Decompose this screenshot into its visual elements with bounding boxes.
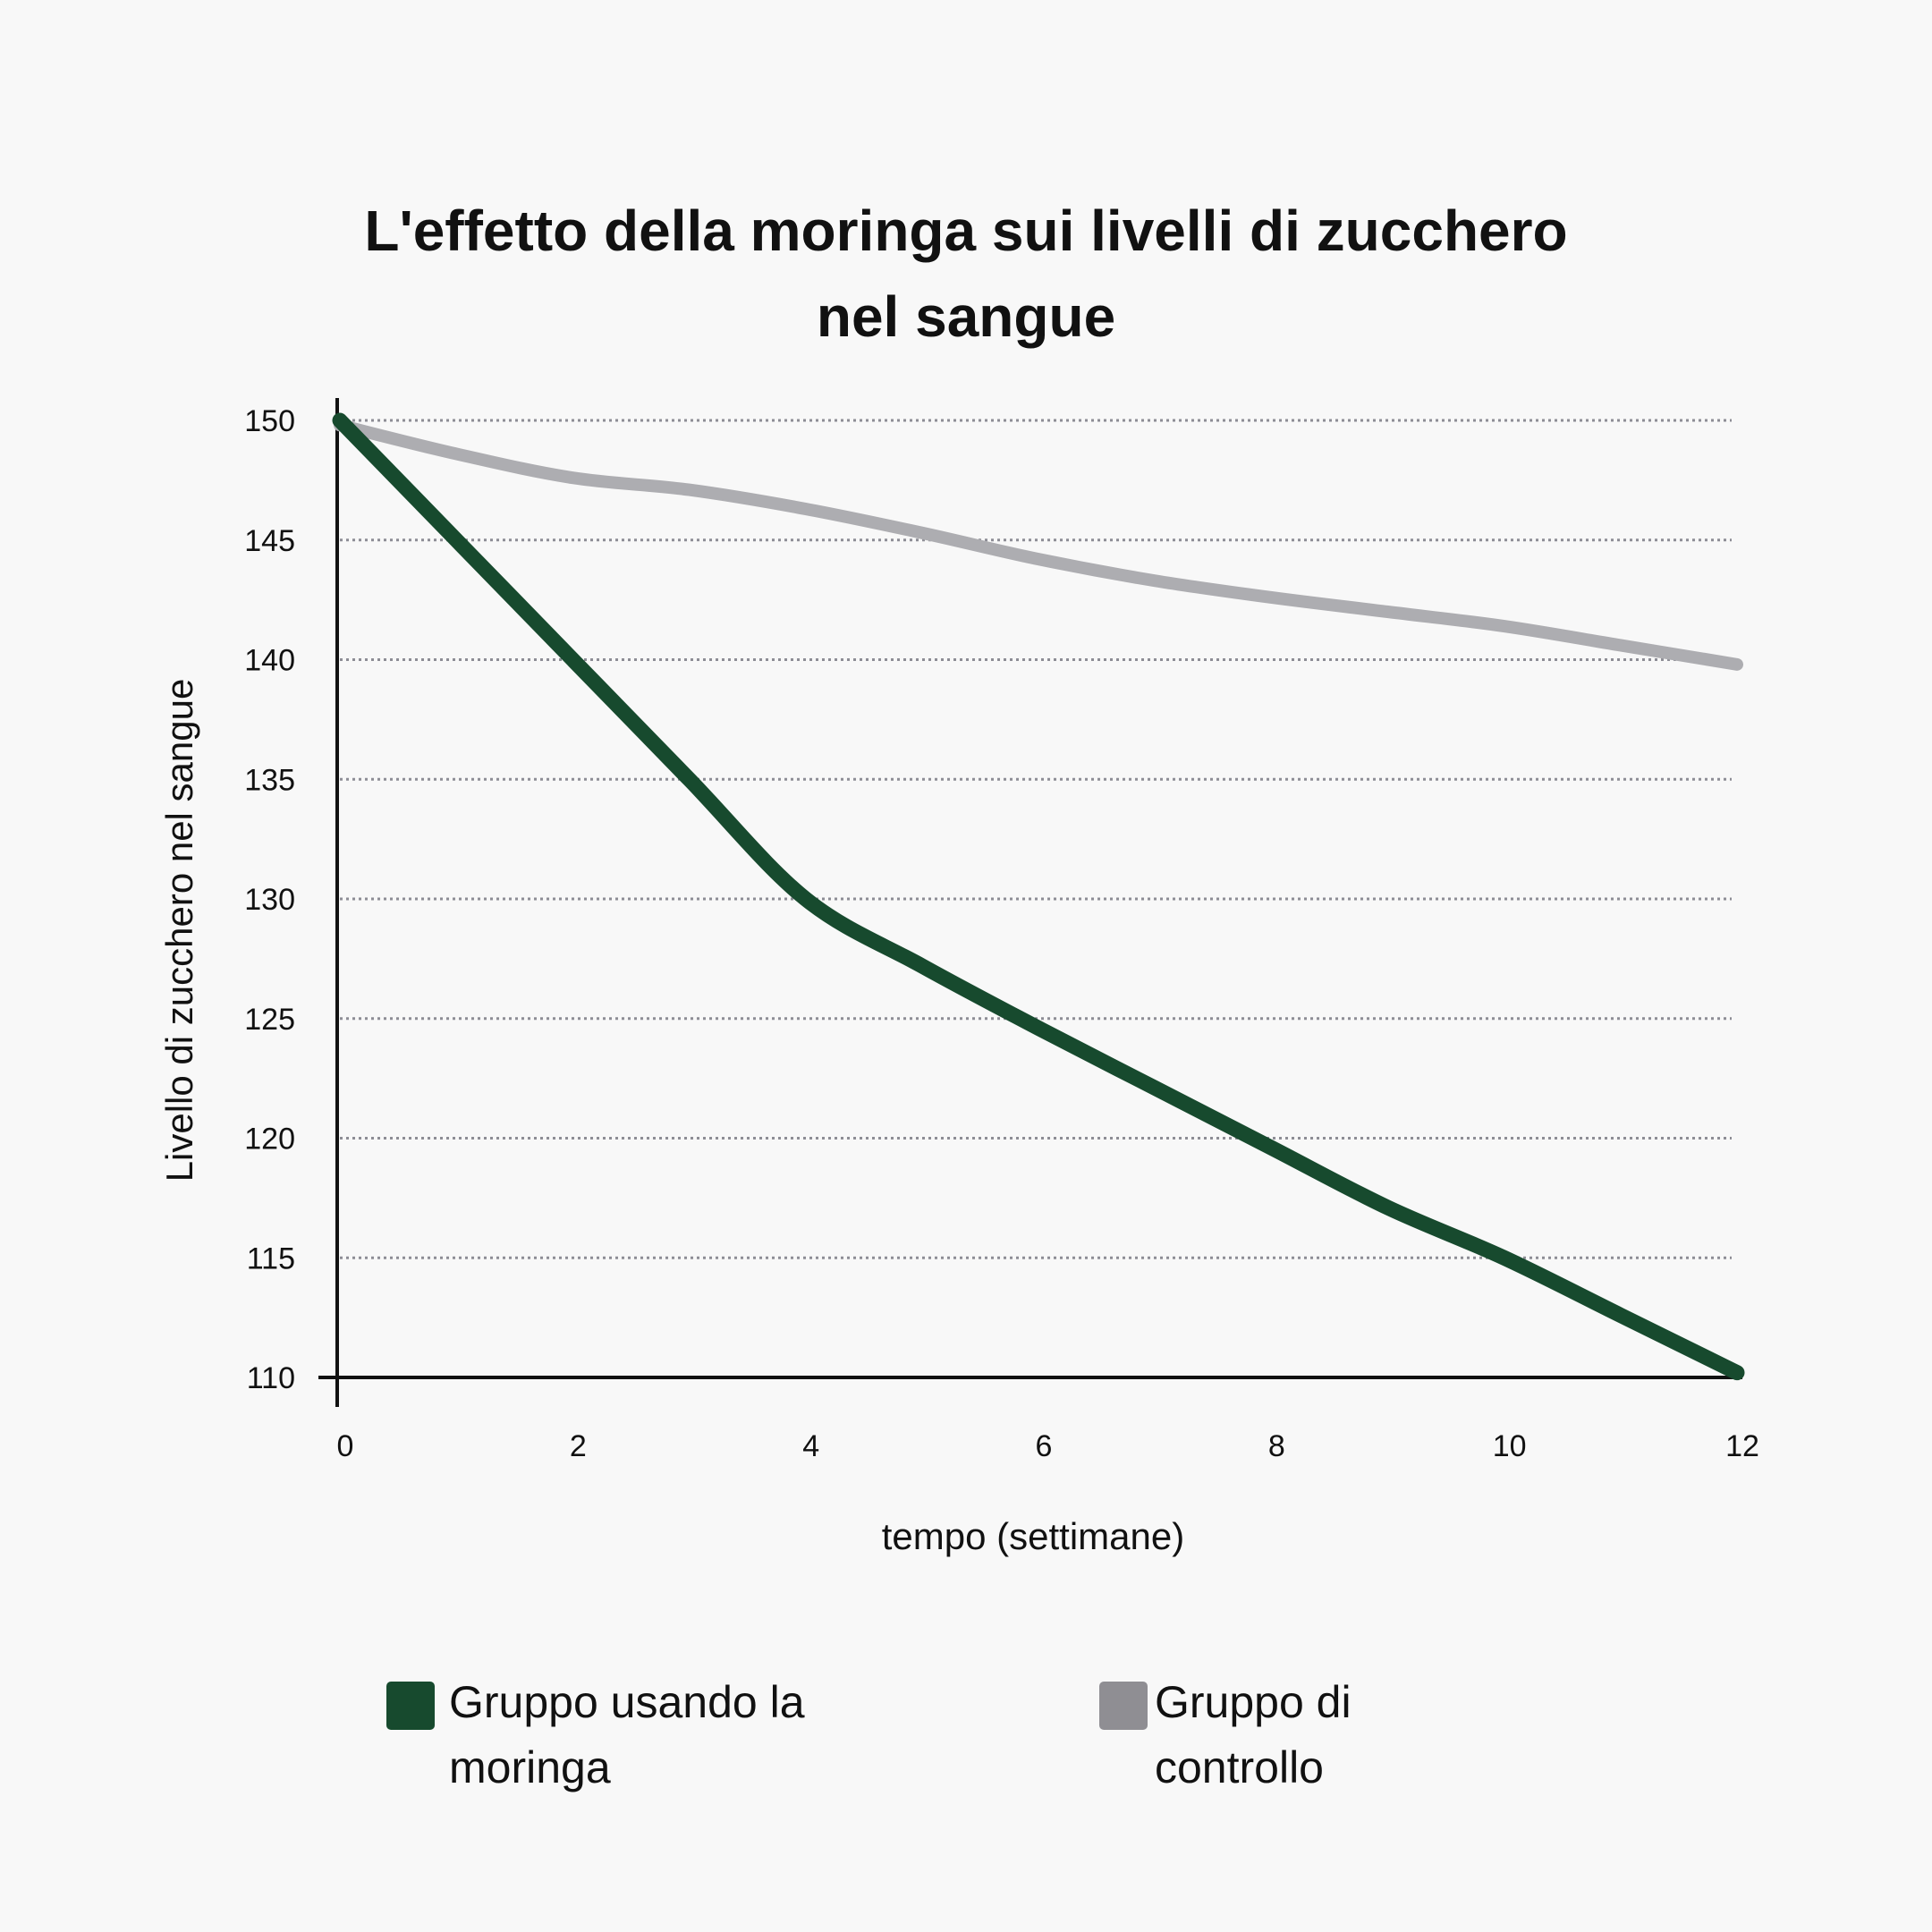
series-line-moringa — [332, 412, 1745, 1381]
x-tick-label-6: 6 — [1036, 1429, 1053, 1463]
x-axis-label: tempo (settimane) — [882, 1515, 1184, 1557]
y-axis-label: Livello di zucchero nel sangue — [158, 679, 200, 1182]
y-tick-label-145: 145 — [244, 524, 295, 558]
y-axis-ticks: 150 145 140 135 130 125 120 115 110 — [244, 404, 295, 1395]
y-tick-label-115: 115 — [247, 1241, 295, 1275]
gridlines — [340, 419, 1732, 1259]
legend-swatch-controllo — [1099, 1682, 1148, 1730]
x-tick-label-2: 2 — [570, 1429, 587, 1463]
x-tick-label-4: 4 — [802, 1429, 819, 1463]
y-tick-label-130: 130 — [244, 883, 295, 917]
y-tick-label-150: 150 — [244, 404, 295, 438]
y-tick-label-110: 110 — [247, 1361, 295, 1395]
legend-label-moringa-line-1: Gruppo usando la — [449, 1677, 805, 1727]
y-tick-label-120: 120 — [244, 1123, 295, 1157]
x-tick-label-12: 12 — [1725, 1429, 1759, 1463]
chart-title-line-2: nel sangue — [817, 284, 1115, 349]
x-tick-label-10: 10 — [1493, 1429, 1527, 1463]
chart-title-line-1: L'effetto della moringa sui livelli di z… — [364, 199, 1567, 263]
y-tick-label-140: 140 — [244, 644, 295, 678]
series-line-controllo — [334, 419, 1743, 671]
legend-label-moringa-line-2: moringa — [449, 1742, 611, 1792]
legend-item-controllo: Gruppo di controllo — [1099, 1677, 1352, 1792]
y-tick-label-125: 125 — [244, 1003, 295, 1037]
legend-label-controllo-line-1: Gruppo di — [1155, 1677, 1352, 1727]
x-axis-ticks: 0 2 4 6 8 10 12 — [337, 1429, 1759, 1463]
legend-item-moringa: Gruppo usando la moringa — [386, 1677, 805, 1792]
legend-swatch-moringa — [386, 1682, 435, 1730]
x-tick-label-0: 0 — [337, 1429, 354, 1463]
y-tick-label-135: 135 — [244, 763, 295, 797]
x-tick-label-8: 8 — [1268, 1429, 1285, 1463]
legend-label-controllo-line-2: controllo — [1155, 1742, 1324, 1792]
series-lines — [332, 412, 1745, 1381]
legend: Gruppo usando la moringa Gruppo di contr… — [386, 1677, 1352, 1792]
